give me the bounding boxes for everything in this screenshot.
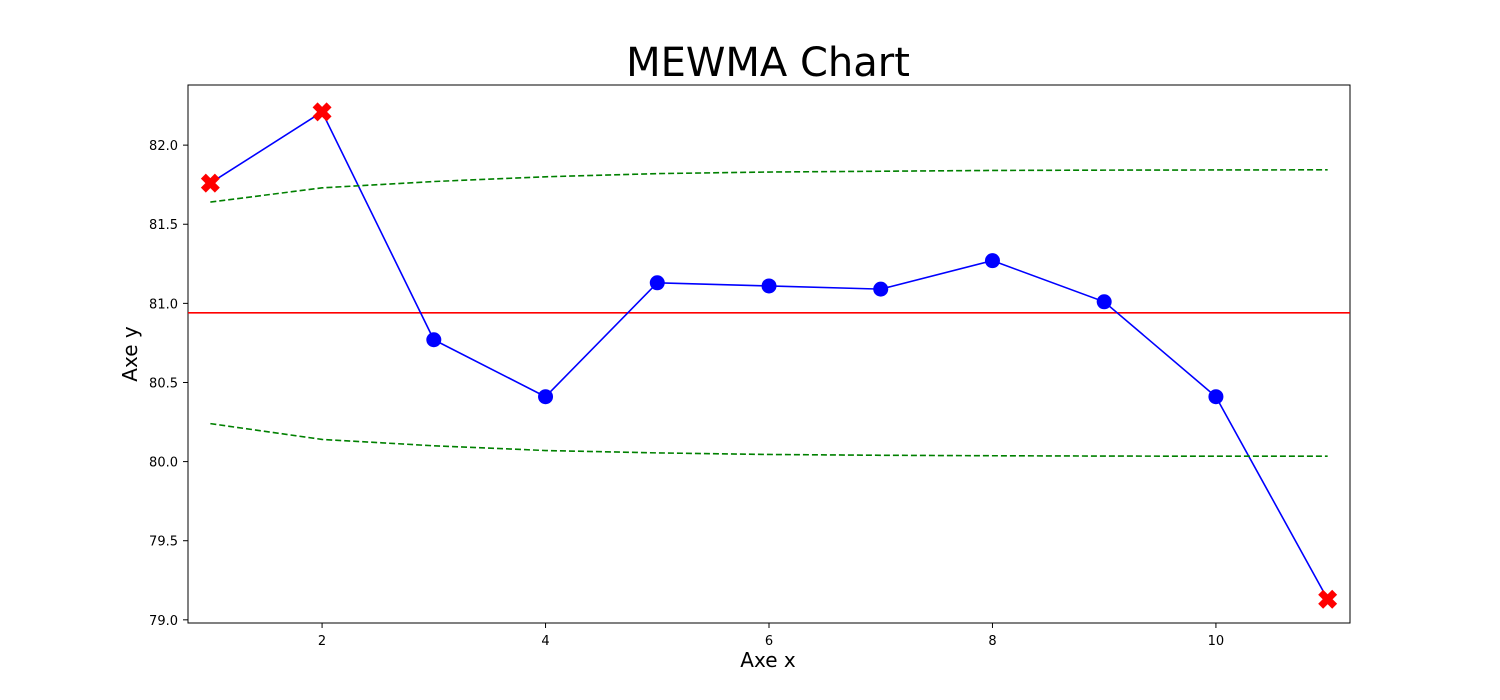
upper-control-limit-line [210, 169, 1328, 203]
data-point [426, 332, 442, 348]
data-point [873, 281, 889, 297]
data-point [649, 275, 665, 291]
y-axis-label: Axe y [118, 326, 142, 382]
out-of-control-point [1318, 589, 1338, 609]
x-axis-ticks: 2 4 6 8 10 [318, 623, 1224, 649]
x-marker-stroke [1318, 589, 1338, 609]
x-tick-label: 2 [318, 634, 326, 649]
x-marker-stroke [200, 173, 220, 193]
data-point [761, 278, 777, 294]
y-axis-ticks: 79.0 79.5 80.0 80.5 81.0 81.5 82.0 [149, 139, 188, 629]
y-tick-label: 80.0 [149, 456, 178, 471]
x-tick-label: 10 [1208, 634, 1225, 649]
x-tick-label: 4 [541, 634, 549, 649]
y-tick-label: 81.0 [149, 297, 178, 312]
x-marker-stroke [312, 102, 332, 122]
data-point [538, 389, 554, 405]
data-point [1208, 389, 1224, 405]
y-tick-label: 79.0 [149, 614, 178, 629]
out-of-control-point [200, 173, 220, 193]
y-tick-label: 82.0 [149, 139, 178, 154]
x-tick-label: 6 [765, 634, 773, 649]
data-point [1096, 294, 1112, 310]
y-tick-label: 80.5 [149, 376, 178, 391]
y-tick-label: 79.5 [149, 535, 178, 550]
out-of-control-point [312, 102, 332, 122]
chart-markers [200, 102, 1338, 609]
chart-title: MEWMA Chart [626, 40, 910, 86]
data-point [984, 253, 1000, 269]
x-tick-label: 8 [988, 634, 996, 649]
lower-control-limit-line [210, 422, 1328, 458]
y-tick-label: 81.5 [149, 218, 178, 233]
x-axis-label: Axe x [740, 648, 796, 672]
plot-area [187, 84, 1351, 624]
